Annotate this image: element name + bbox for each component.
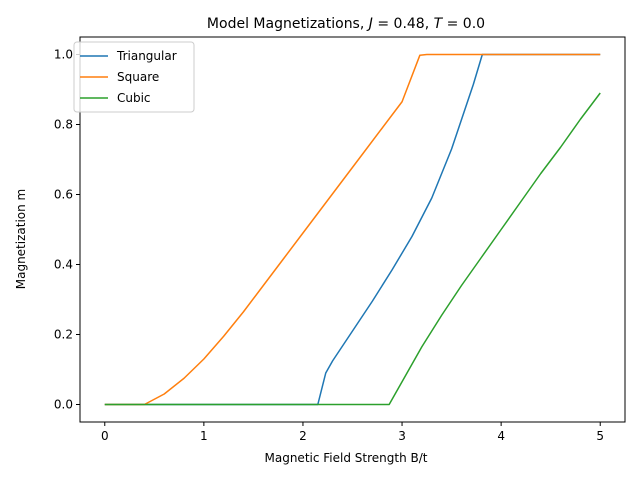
legend-label-triangular: Triangular	[116, 49, 177, 63]
legend: Triangular Square Cubic	[73, 41, 195, 113]
y-tick-label: 0.2	[54, 328, 73, 342]
y-tick-label: 0.4	[54, 258, 73, 272]
plot-frame	[79, 36, 626, 423]
x-tick-label: 3	[398, 429, 406, 443]
x-tick-label: 2	[299, 429, 307, 443]
x-axis-ticks: 0 1 2 3 4 5	[101, 422, 604, 443]
y-tick-label: 1.0	[54, 48, 73, 62]
x-tick-label: 5	[596, 429, 604, 443]
x-tick-label: 1	[200, 429, 208, 443]
y-tick-label: 0.0	[54, 398, 73, 412]
legend-label-square: Square	[117, 70, 159, 84]
chart-title: Model Magnetizations, J = 0.48, T = 0.0	[207, 16, 485, 32]
legend-box	[73, 41, 195, 113]
y-axis-ticks: 0.0 0.2 0.4 0.6 0.8 1.0	[54, 48, 80, 412]
x-tick-label: 0	[101, 429, 109, 443]
legend-label-cubic: Cubic	[117, 91, 151, 105]
x-axis-label: Magnetic Field Strength B/t	[265, 451, 428, 465]
series-line-cubic	[104, 92, 601, 406]
y-tick-label: 0.6	[54, 188, 73, 202]
y-tick-label: 0.8	[54, 118, 73, 132]
y-axis-label: Magnetization m	[14, 189, 28, 290]
x-tick-label: 4	[497, 429, 505, 443]
series-layer	[104, 53, 601, 406]
series-line-square	[104, 53, 601, 406]
